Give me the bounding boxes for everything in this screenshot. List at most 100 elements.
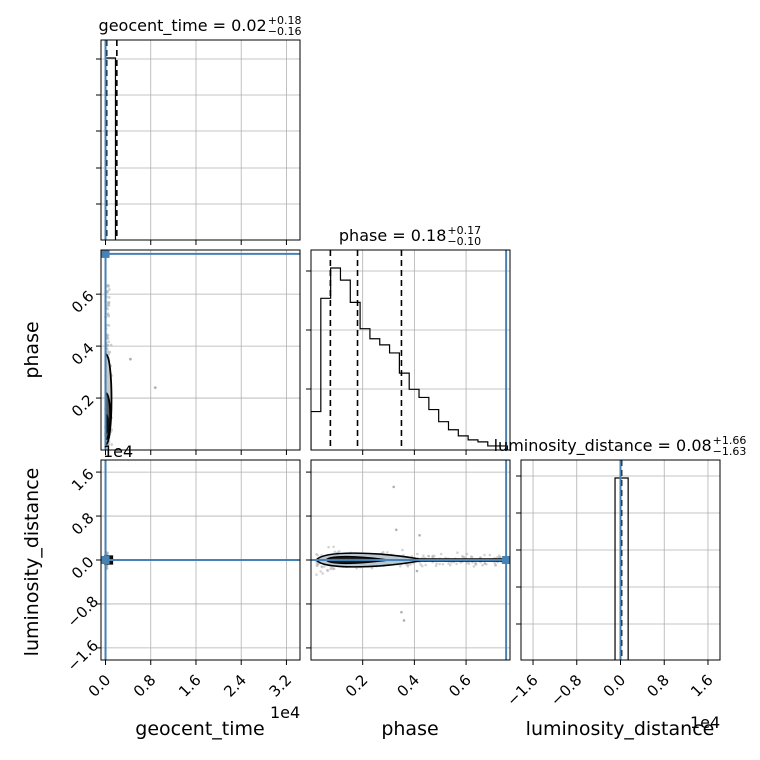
scatter-point <box>400 610 403 614</box>
panel-frame <box>310 249 511 451</box>
scatter-point <box>435 562 438 565</box>
title-text: phase = 0.18 <box>339 226 446 245</box>
scatter-point <box>422 554 425 558</box>
title-lower-error: −0.10 <box>447 235 481 248</box>
panel-frame <box>100 39 301 241</box>
x-tick-label: 0.8 <box>130 671 160 701</box>
scatter-point <box>106 343 110 347</box>
y-tick-label: 0.2 <box>68 391 98 421</box>
scatter-point <box>498 556 502 559</box>
scatter-point <box>106 283 110 287</box>
scatter-point <box>386 551 389 554</box>
panel-geocent-time-hist <box>96 39 301 245</box>
scatter-point <box>439 552 443 556</box>
scatter-point <box>107 304 111 307</box>
scatter-point <box>128 357 132 361</box>
scatter-point <box>332 545 335 549</box>
scatter-point <box>448 563 452 567</box>
scatter-point <box>326 568 329 572</box>
x-tick-label: 0.8 <box>643 671 673 701</box>
scatter-point <box>320 565 323 568</box>
scatter-point <box>107 288 111 291</box>
title-phase: phase = 0.18 +0.17−0.10 <box>339 224 481 248</box>
panel-phase-hist <box>306 249 511 455</box>
x-tick-label: −0.8 <box>547 671 585 709</box>
density-contours <box>104 352 113 446</box>
scatter-point <box>333 550 337 554</box>
title-geocent-time: geocent_time = 0.02 +0.18−0.16 <box>99 14 302 38</box>
scatter-point <box>332 567 336 570</box>
scatter-point <box>424 563 427 567</box>
title-upper-error: +1.66 <box>713 434 747 447</box>
y-axis-label-phase: phase <box>21 321 43 378</box>
title-upper-error: +0.17 <box>447 224 481 237</box>
scatter-point <box>392 485 396 489</box>
scatter-point <box>406 564 410 568</box>
scatter-point <box>456 551 459 554</box>
scatter-point <box>316 553 319 557</box>
scatter-point <box>447 562 450 565</box>
histogram-step <box>311 267 509 450</box>
title-luminosity-distance: luminosity_distance = 0.08 +1.66−1.63 <box>494 434 747 458</box>
scatter-point <box>420 564 424 568</box>
title-lower-error: −1.63 <box>713 445 747 458</box>
scatter-point <box>472 565 476 568</box>
scatter-point <box>401 548 404 552</box>
scatter-point <box>418 533 421 537</box>
y-axis-label-luminosity-distance: luminosity_distance <box>21 468 43 657</box>
x-tick-label: 0.2 <box>342 671 372 701</box>
scatter-point <box>434 564 438 568</box>
scatter-point <box>319 570 322 573</box>
panel-background <box>101 40 300 240</box>
scatter-point <box>398 564 402 568</box>
scatter-point <box>327 545 330 549</box>
scatter-point <box>483 561 487 565</box>
scatter-point <box>107 352 111 356</box>
scatter-point <box>370 566 374 570</box>
x-axis-label-luminosity-distance: luminosity_distance <box>526 718 715 740</box>
panel-lumdist-hist: −1.6 −0.8 0.0 0.8 1.6 <box>503 459 721 710</box>
title-text: geocent_time = 0.02 <box>99 16 267 36</box>
scatter-point <box>323 565 326 568</box>
truth-marker <box>101 556 110 564</box>
panel-background <box>311 250 510 450</box>
title-lower-error: −0.16 <box>268 25 302 38</box>
scatter-point <box>107 340 110 344</box>
x-axis-label-geocent-time: geocent_time <box>135 718 264 740</box>
truth-marker <box>101 249 110 258</box>
x-tick-label: 0.0 <box>85 671 115 701</box>
scatter-point <box>409 563 412 566</box>
truth-marker <box>502 556 511 564</box>
scatter-point <box>107 323 111 327</box>
scatter-point <box>107 314 111 318</box>
x-axis-label-phase: phase <box>381 718 438 740</box>
title-text: luminosity_distance = 0.08 <box>494 436 712 456</box>
scatter-point <box>469 555 473 558</box>
histogram-step <box>614 477 629 660</box>
x-tick-label: 1.6 <box>175 671 205 701</box>
panel-lumdist-vs-phase: 0.2 0.4 0.6 <box>306 459 511 701</box>
scatter-point <box>109 343 113 347</box>
scatter-point <box>483 553 486 557</box>
y-tick-label: −1.6 <box>64 636 102 674</box>
scatter-point <box>329 566 333 569</box>
scatter-point <box>455 562 458 566</box>
y-tick-label: 0.4 <box>68 339 98 369</box>
x-tick-label: −1.6 <box>503 671 541 709</box>
scatter-point <box>315 573 318 576</box>
scatter-point <box>106 307 110 311</box>
scatter-point <box>106 301 110 305</box>
y-tick-label: 0.6 <box>68 287 98 317</box>
scatter-point <box>481 563 484 567</box>
offset-text-geocent-time: 1e4 <box>270 703 300 722</box>
scatter-point <box>474 563 478 566</box>
x-tick-label: 0.4 <box>394 671 424 701</box>
scatter-point <box>110 443 114 446</box>
scatter-point <box>106 350 110 354</box>
scatter-point <box>107 296 111 299</box>
y-tick-label: 1.6 <box>68 465 98 495</box>
y-tick-label: −0.8 <box>64 592 102 630</box>
scatter-point <box>494 564 497 567</box>
scatter-point <box>321 572 325 575</box>
